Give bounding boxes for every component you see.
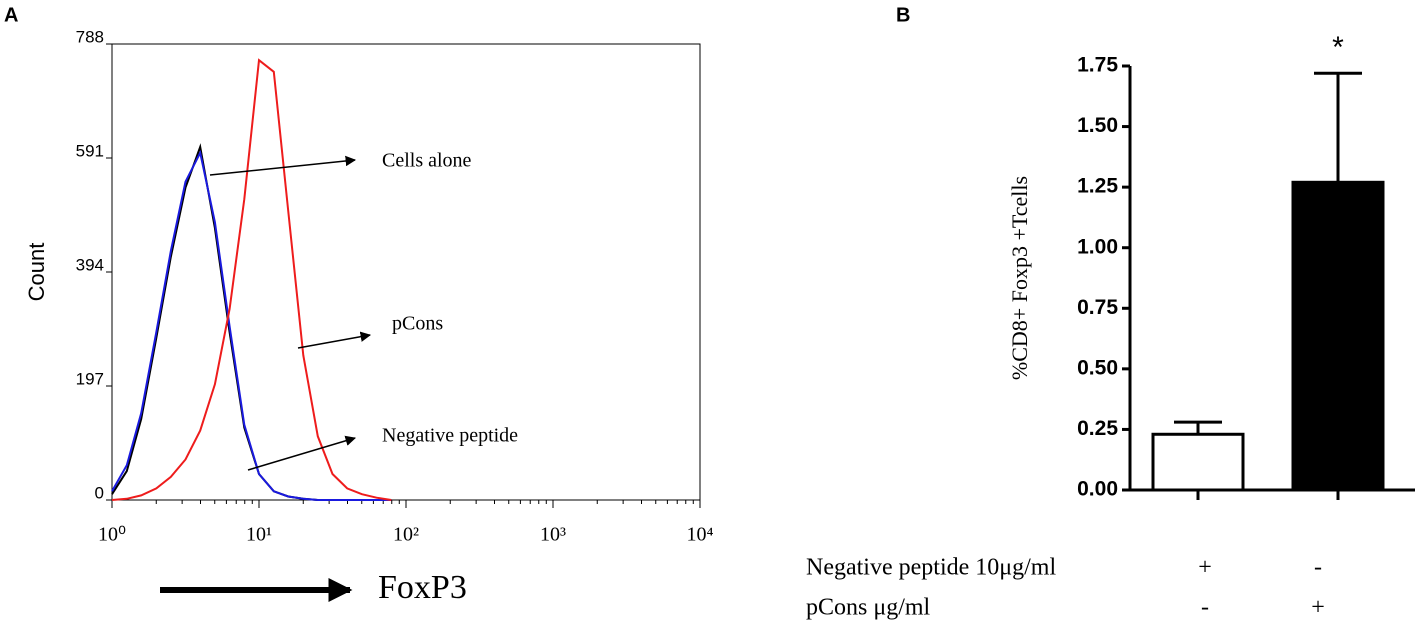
condition-label: pCons μg/ml <box>806 595 931 621</box>
y-tick-label: 0.00 <box>1077 478 1118 501</box>
condition-mark: - <box>1201 595 1209 621</box>
annotation: Negative peptide <box>382 425 518 447</box>
y-tick-label: 0 <box>95 483 104 502</box>
annotation-arrow <box>247 435 357 471</box>
annotation-arrow <box>297 331 372 349</box>
annotation: Cells alone <box>382 150 472 172</box>
y-tick-label: 1.25 <box>1077 175 1118 198</box>
y-tick-label: 197 <box>76 369 104 388</box>
significance: * <box>1332 31 1344 64</box>
x-tick-label: 10⁴ <box>687 524 714 546</box>
panel-label: A <box>4 4 18 26</box>
x-tick-label: 10³ <box>540 524 566 546</box>
y-tick-label: 0.25 <box>1077 417 1118 440</box>
x-tick-label: 10⁰ <box>98 524 126 546</box>
y-axis-label: %CD8+ Foxp3 +Tcells <box>1007 176 1032 380</box>
bar <box>1291 180 1385 492</box>
y-tick-label: 0.75 <box>1077 296 1118 319</box>
x-axis-label: FoxP3 <box>378 569 467 606</box>
condition-mark: + <box>1311 595 1325 621</box>
y-tick-label: 1.75 <box>1077 54 1118 77</box>
y-tick-label: 0.50 <box>1077 356 1118 379</box>
y-axis-label: Count <box>24 243 49 302</box>
bar <box>1151 432 1245 492</box>
y-tick-label: 788 <box>76 27 104 46</box>
histogram-line <box>111 58 392 501</box>
y-tick-label: 1.50 <box>1077 114 1118 137</box>
x-tick-label: 10² <box>393 524 419 546</box>
panel-label: B <box>896 4 910 26</box>
annotation-arrow <box>209 155 357 176</box>
condition-label: Negative peptide 10μg/ml <box>806 555 1056 581</box>
y-tick-label: 591 <box>76 141 104 160</box>
y-tick-label: 394 <box>76 255 104 274</box>
condition-mark: - <box>1314 555 1322 581</box>
condition-mark: + <box>1198 555 1212 581</box>
annotation: pCons <box>392 313 443 335</box>
x-tick-label: 10¹ <box>246 524 272 546</box>
y-tick-label: 1.00 <box>1077 235 1118 258</box>
histogram-line <box>111 149 392 501</box>
